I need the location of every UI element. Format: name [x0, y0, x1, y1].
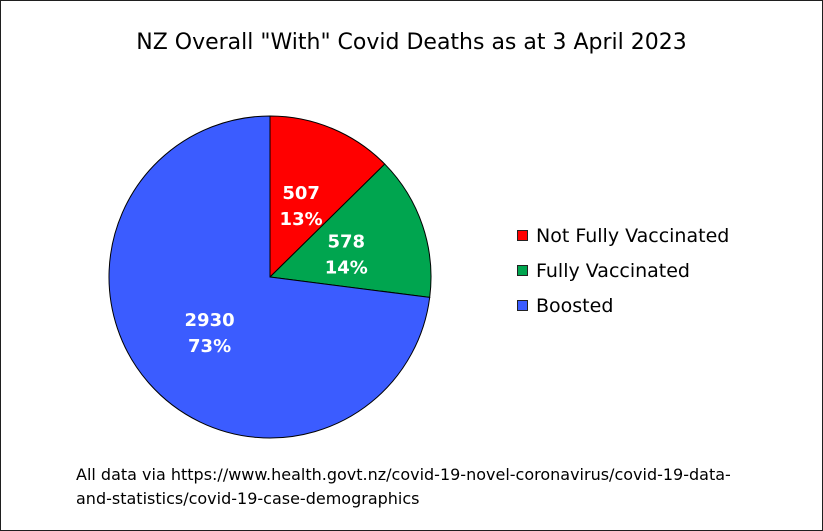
legend: Not Fully Vaccinated Fully Vaccinated Bo…: [517, 218, 729, 323]
legend-swatch: [517, 265, 528, 276]
legend-label: Boosted: [536, 294, 614, 317]
data-label-percent: 73%: [188, 336, 231, 357]
source-note: All data via https://www.health.govt.nz/…: [76, 463, 796, 511]
pie-data-labels: 507 13%578 14% 2930 73%: [185, 183, 368, 357]
data-label-percent: 13%: [280, 209, 323, 230]
legend-label: Fully Vaccinated: [536, 259, 690, 282]
data-label-percent: 14%: [325, 257, 368, 278]
legend-item-fully-vaccinated: Fully Vaccinated: [517, 253, 729, 288]
source-line-2: and-statistics/covid-19-case-demographic…: [76, 489, 420, 508]
pie-slice-not-fully-vaccinated: [269, 115, 386, 279]
data-label-value: 2930: [185, 310, 235, 331]
legend-label: Not Fully Vaccinated: [536, 224, 730, 247]
data-label-value: 578: [327, 231, 365, 252]
data-label-value: 507: [282, 183, 320, 204]
legend-swatch: [517, 230, 528, 241]
pie-slices: [108, 115, 432, 439]
source-line-1: All data via https://www.health.govt.nz/…: [76, 465, 731, 484]
chart-title: NZ Overall "With" Covid Deaths as at 3 A…: [136, 30, 687, 55]
legend-item-not-fully-vaccinated: Not Fully Vaccinated: [517, 218, 729, 253]
legend-swatch: [517, 300, 528, 311]
pie-slice-fully-vaccinated: [268, 163, 432, 298]
legend-item-boosted: Boosted: [517, 288, 729, 323]
pie-slice-boosted: [108, 115, 431, 439]
